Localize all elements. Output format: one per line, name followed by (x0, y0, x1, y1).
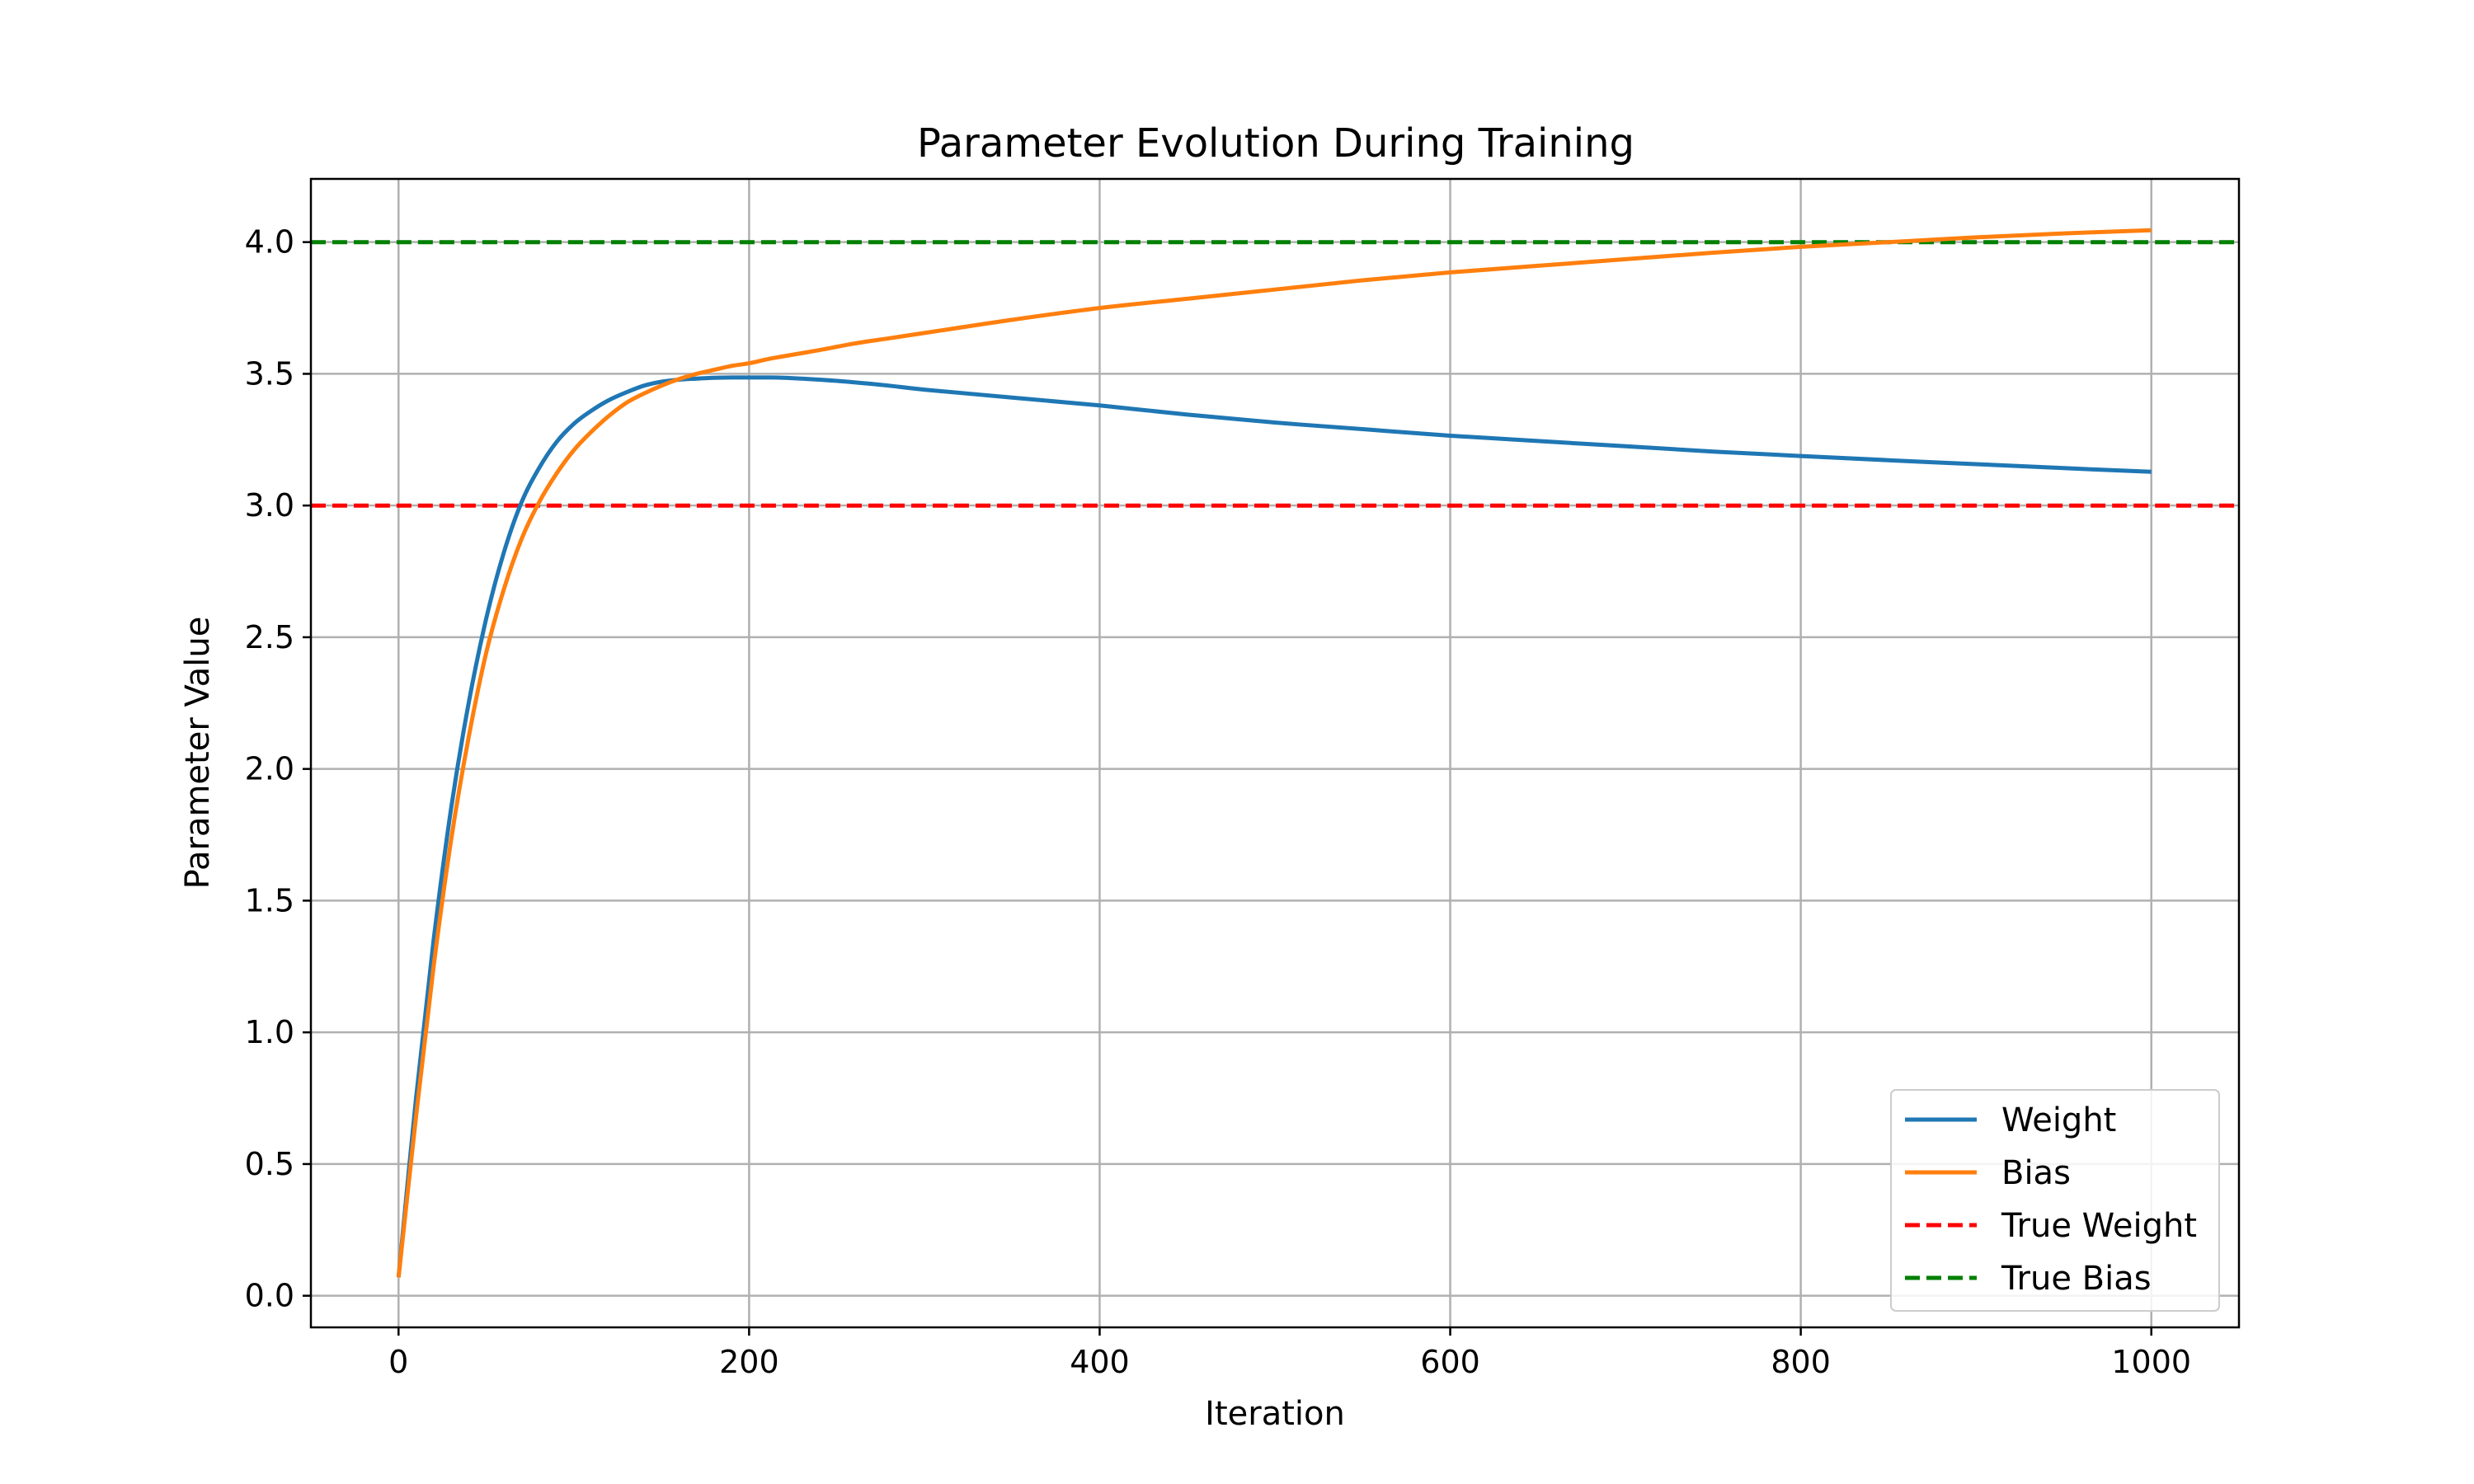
y-tick-label: 2.5 (245, 619, 294, 655)
y-tick-label: 0.5 (245, 1146, 294, 1182)
y-tick-label: 2.0 (245, 751, 294, 787)
x-tick-label: 0 (388, 1344, 408, 1380)
y-tick-label: 0.0 (245, 1278, 294, 1314)
y-tick-label: 3.0 (245, 487, 294, 524)
y-tick-label: 4.0 (245, 224, 294, 261)
legend-label-bias: Bias (2001, 1154, 2071, 1192)
x-tick-label: 600 (1420, 1344, 1480, 1380)
x-tick-label: 400 (1070, 1344, 1130, 1380)
x-tick-label: 1000 (2111, 1344, 2191, 1380)
x-tick-label: 800 (1771, 1344, 1831, 1380)
grid (311, 179, 2239, 1327)
y-axis-label: Parameter Value (179, 617, 217, 890)
y-tick-label: 3.5 (245, 355, 294, 392)
legend-label-true-bias: True Bias (2001, 1260, 2152, 1298)
x-axis-label: Iteration (1205, 1395, 1345, 1433)
chart-title: Parameter Evolution During Training (917, 120, 1634, 167)
legend-frame (1890, 1089, 2220, 1312)
x-tick-label: 200 (719, 1344, 779, 1380)
plot-area-border (309, 177, 2241, 1329)
series-line-weight (396, 375, 2152, 1278)
legend-label-true-weight: True Weight (2001, 1207, 2197, 1245)
reference-lines (310, 240, 2239, 508)
series-line-bias (396, 228, 2152, 1278)
legend-label-weight: Weight (2001, 1101, 2116, 1139)
x-axis-ticks: 0 200 400 600 800 1000 (388, 1327, 2191, 1380)
data-series (396, 228, 2152, 1278)
legend: Weight Bias True Weight True Bias (1890, 1089, 2220, 1312)
y-axis-ticks: 0.0 0.5 1.0 1.5 2.0 2.5 3.0 3.5 4.0 (245, 224, 311, 1314)
y-tick-label: 1.5 (245, 882, 294, 918)
y-tick-label: 1.0 (245, 1014, 294, 1050)
